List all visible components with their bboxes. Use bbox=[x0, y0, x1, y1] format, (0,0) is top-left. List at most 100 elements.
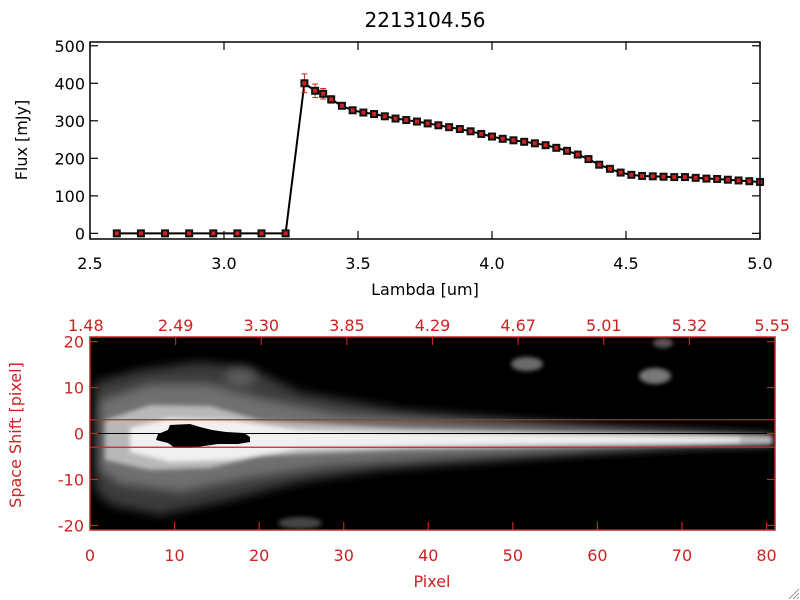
data-point-core bbox=[715, 176, 720, 181]
data-point-core bbox=[425, 121, 430, 126]
pixel-tick-label: 30 bbox=[334, 546, 354, 565]
data-point-core bbox=[302, 81, 307, 86]
pixel-tick-label: 40 bbox=[418, 546, 438, 565]
space-shift-axis-label: Space Shift [pixel] bbox=[6, 362, 25, 508]
data-point-core bbox=[554, 145, 559, 150]
data-point-core bbox=[447, 125, 452, 130]
data-point-core bbox=[629, 172, 634, 177]
data-point-core bbox=[747, 179, 752, 184]
saturated-region bbox=[156, 424, 250, 448]
data-point-core bbox=[565, 148, 570, 153]
y-tick-label: 500 bbox=[54, 37, 85, 56]
wavelength-axis-ticks: 1.48 2.49 3.30 3.85 4.29 4.67 5.01 5.32 5.55 bbox=[68, 316, 790, 345]
wavelength-tick-label: 3.30 bbox=[243, 316, 279, 335]
data-point-core bbox=[511, 138, 516, 143]
data-point-core bbox=[607, 166, 612, 171]
spectral-image-panel: 0 10 20 30 40 50 60 70 80 1.48 2.49 3.30 3.85 4.29 4.… bbox=[6, 316, 790, 591]
data-point-core bbox=[522, 139, 527, 144]
wavelength-tick-label: 4.29 bbox=[415, 316, 451, 335]
image-blob bbox=[278, 517, 322, 529]
pixel-tick-label: 70 bbox=[672, 546, 692, 565]
x-axis-label: Lambda [um] bbox=[371, 280, 479, 299]
data-point-core bbox=[457, 127, 462, 132]
spectrum-panel: 2213104.56 0 100 200 300 400 500 2.5 3.0 3.5 4.0… bbox=[12, 8, 773, 299]
x-axis-ticks: 2.5 3.0 3.5 4.0 4.5 5.0 bbox=[77, 42, 773, 273]
data-point-core bbox=[350, 108, 355, 113]
pixel-tick-label: 50 bbox=[503, 546, 523, 565]
data-point-core bbox=[586, 157, 591, 162]
space-shift-tick-label: 20 bbox=[64, 333, 84, 352]
data-point-core bbox=[661, 174, 666, 179]
data-point-core bbox=[211, 231, 216, 236]
pixel-axis-label: Pixel bbox=[413, 572, 450, 591]
data-point-core bbox=[138, 231, 143, 236]
data-point-core bbox=[361, 110, 366, 115]
data-point-core bbox=[479, 131, 484, 136]
data-point-core bbox=[532, 141, 537, 146]
x-tick-label: 2.5 bbox=[77, 254, 102, 273]
data-point-core bbox=[339, 103, 344, 108]
image-blob bbox=[639, 368, 671, 384]
data-point-core bbox=[321, 91, 326, 96]
space-shift-axis-ticks: -20 -10 0 10 20 bbox=[58, 333, 775, 535]
data-point-core bbox=[393, 116, 398, 121]
wavelength-tick-label: 5.32 bbox=[672, 316, 708, 335]
space-shift-tick-label: -10 bbox=[58, 470, 84, 489]
x-tick-label: 3.5 bbox=[345, 254, 370, 273]
x-tick-label: 4.0 bbox=[479, 254, 504, 273]
image-axes-frame bbox=[89, 336, 776, 531]
pixel-tick-label: 0 bbox=[85, 546, 95, 565]
pixel-tick-label: 60 bbox=[587, 546, 607, 565]
pixel-tick-label: 80 bbox=[756, 546, 776, 565]
spectral-image bbox=[90, 337, 775, 530]
spectrum-plot-area bbox=[112, 73, 764, 238]
data-point-core bbox=[436, 123, 441, 128]
spectral-trace-core bbox=[130, 418, 740, 462]
data-point-core bbox=[187, 231, 192, 236]
pixel-axis-ticks: 0 10 20 30 40 50 60 70 80 bbox=[85, 522, 777, 565]
data-point-core bbox=[618, 170, 623, 175]
data-point-core bbox=[283, 231, 288, 236]
data-point-core bbox=[736, 178, 741, 183]
data-point-core bbox=[404, 118, 409, 123]
y-tick-label: 200 bbox=[54, 149, 85, 168]
data-point-core bbox=[259, 231, 264, 236]
data-point-core bbox=[414, 119, 419, 124]
data-point-core bbox=[468, 129, 473, 134]
space-shift-tick-label: 10 bbox=[64, 379, 84, 398]
data-point-core bbox=[313, 88, 318, 93]
data-point-core bbox=[382, 114, 387, 119]
wavelength-tick-label: 1.48 bbox=[68, 316, 104, 335]
data-point-core bbox=[163, 231, 168, 236]
y-tick-label: 400 bbox=[54, 74, 85, 93]
data-point-core bbox=[114, 231, 119, 236]
data-point-core bbox=[650, 174, 655, 179]
spectrum-axes-frame bbox=[89, 41, 761, 240]
wavelength-tick-label: 5.01 bbox=[586, 316, 622, 335]
wavelength-tick-label: 3.85 bbox=[329, 316, 365, 335]
data-point-core bbox=[490, 134, 494, 139]
y-axis-label: Flux [mJy] bbox=[12, 100, 31, 181]
series-line bbox=[116, 81, 761, 235]
image-blob bbox=[653, 338, 673, 348]
space-shift-tick-label: 0 bbox=[74, 425, 84, 444]
resize-grip-icon[interactable] bbox=[786, 586, 800, 600]
data-point-core bbox=[543, 143, 548, 148]
data-point-core bbox=[693, 175, 698, 180]
x-tick-label: 3.0 bbox=[211, 254, 236, 273]
chart-title: 2213104.56 bbox=[365, 8, 486, 32]
space-shift-tick-label: -20 bbox=[58, 516, 84, 535]
pixel-tick-label: 10 bbox=[164, 546, 184, 565]
y-tick-label: 0 bbox=[75, 224, 85, 243]
data-point-core bbox=[235, 231, 240, 236]
y-axis-ticks: 0 100 200 300 400 500 bbox=[54, 37, 760, 243]
data-point-core bbox=[597, 162, 602, 167]
x-tick-label: 5.0 bbox=[747, 254, 772, 273]
data-point-core bbox=[672, 175, 677, 180]
data-point-core bbox=[500, 136, 505, 141]
x-tick-label: 4.5 bbox=[613, 254, 638, 273]
y-tick-label: 300 bbox=[54, 112, 85, 131]
data-point-core bbox=[575, 152, 580, 157]
y-tick-label: 100 bbox=[54, 187, 85, 206]
